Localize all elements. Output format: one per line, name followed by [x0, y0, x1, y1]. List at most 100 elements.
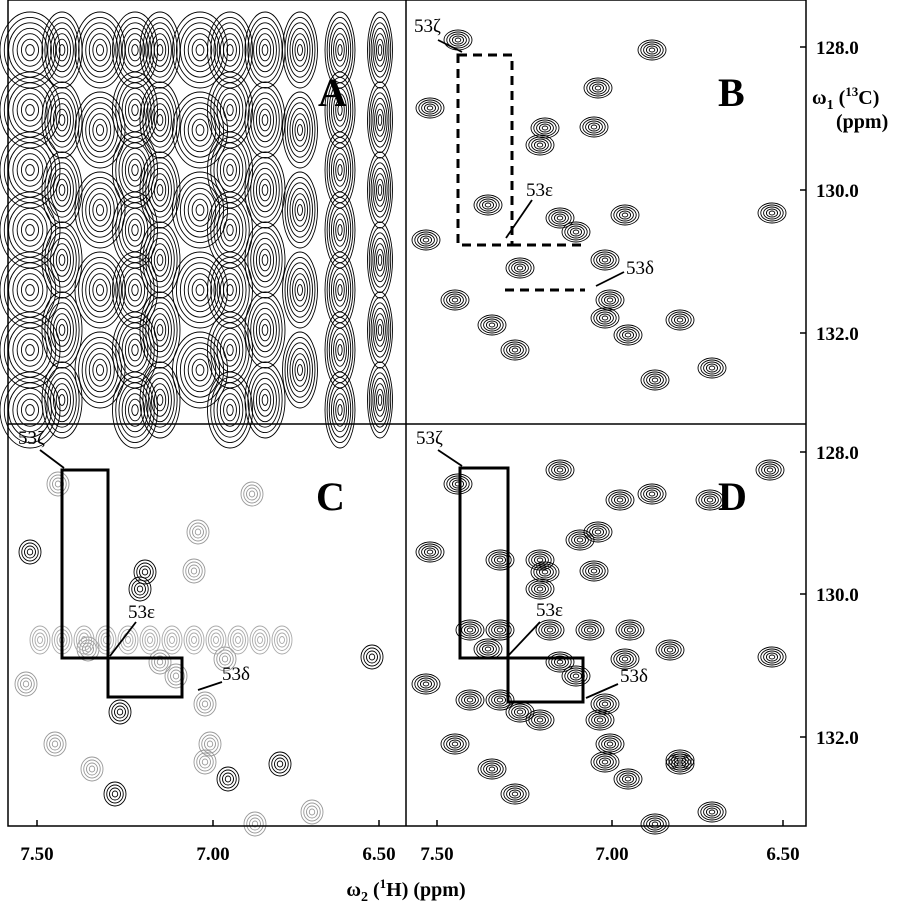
contour: [236, 637, 241, 644]
contour: [211, 317, 250, 382]
panel-label: D: [718, 474, 747, 519]
contour: [129, 399, 142, 421]
contour: [26, 405, 35, 416]
contour: [597, 718, 603, 722]
y-tick-label: 130.0: [816, 585, 859, 606]
contour: [285, 17, 315, 82]
contour: [117, 709, 123, 715]
x-tick-label: 7.50: [20, 844, 53, 865]
contour: [251, 163, 280, 217]
contour: [478, 759, 506, 779]
contour: [193, 526, 204, 538]
contour: [45, 17, 79, 82]
contour: [48, 23, 77, 77]
contour: [145, 633, 155, 647]
contour: [248, 87, 282, 152]
contour: [622, 775, 633, 783]
contour: [135, 583, 146, 595]
contour: [93, 199, 107, 221]
contour: [122, 328, 148, 371]
contour: [224, 219, 237, 241]
contour: [122, 208, 148, 251]
contour: [627, 628, 633, 632]
contour: [132, 405, 138, 416]
contour: [248, 157, 282, 222]
contour: [48, 233, 77, 287]
contour: [259, 249, 270, 271]
contour: [176, 97, 223, 162]
contour: [119, 263, 151, 317]
contour: [622, 331, 633, 339]
contour: [423, 682, 429, 686]
panel-label: B: [718, 70, 745, 115]
contour: [162, 626, 182, 654]
contour: [132, 165, 138, 176]
contour: [143, 227, 177, 292]
contour: [295, 359, 305, 381]
contour: [129, 279, 142, 301]
contour: [157, 115, 163, 126]
contour: [258, 637, 263, 644]
contour: [595, 86, 601, 90]
contour: [217, 328, 243, 371]
contour: [557, 468, 563, 472]
contour: [262, 395, 268, 406]
contour: [298, 285, 303, 296]
contour: [211, 17, 250, 82]
contour: [591, 569, 597, 573]
contour: [537, 143, 543, 147]
contour: [137, 586, 143, 592]
contour: [298, 365, 303, 376]
contour: [667, 648, 673, 652]
contour: [486, 765, 497, 773]
contour: [423, 238, 429, 242]
contour: [217, 208, 243, 251]
contour: [338, 405, 342, 416]
contour: [539, 124, 550, 132]
contour: [309, 809, 315, 815]
contour: [211, 377, 250, 442]
contour: [21, 399, 38, 421]
contour: [580, 561, 608, 581]
contour: [542, 126, 548, 130]
contour: [157, 325, 163, 336]
contour: [290, 188, 310, 231]
contour: [254, 308, 277, 351]
contour: [486, 550, 514, 570]
contour: [200, 756, 211, 768]
contour: [329, 203, 350, 257]
contour: [248, 367, 282, 432]
contour: [596, 290, 624, 310]
contour: [577, 538, 583, 542]
contour: [336, 219, 345, 241]
contour: [262, 45, 268, 56]
contour: [336, 39, 345, 61]
contour: [576, 620, 604, 640]
contour: [93, 279, 107, 301]
contour: [677, 318, 683, 322]
contour: [288, 343, 313, 397]
contour: [254, 28, 277, 71]
contour: [251, 23, 280, 77]
contour: [21, 339, 38, 361]
contour: [129, 39, 142, 61]
contour: [295, 119, 305, 141]
contour: [638, 484, 666, 504]
contour: [449, 740, 460, 748]
contour: [96, 626, 116, 654]
contour: [371, 163, 389, 217]
contour: [48, 93, 77, 147]
contour: [4, 77, 55, 142]
contour: [622, 213, 628, 217]
contour: [143, 157, 177, 222]
contour: [123, 633, 133, 647]
contour: [96, 285, 103, 296]
contour: [336, 339, 345, 361]
contour: [378, 255, 382, 266]
contour: [149, 308, 172, 351]
contour: [371, 23, 389, 77]
box: [62, 470, 182, 697]
contour: [196, 205, 204, 216]
contour: [51, 238, 74, 281]
contour: [202, 701, 208, 707]
